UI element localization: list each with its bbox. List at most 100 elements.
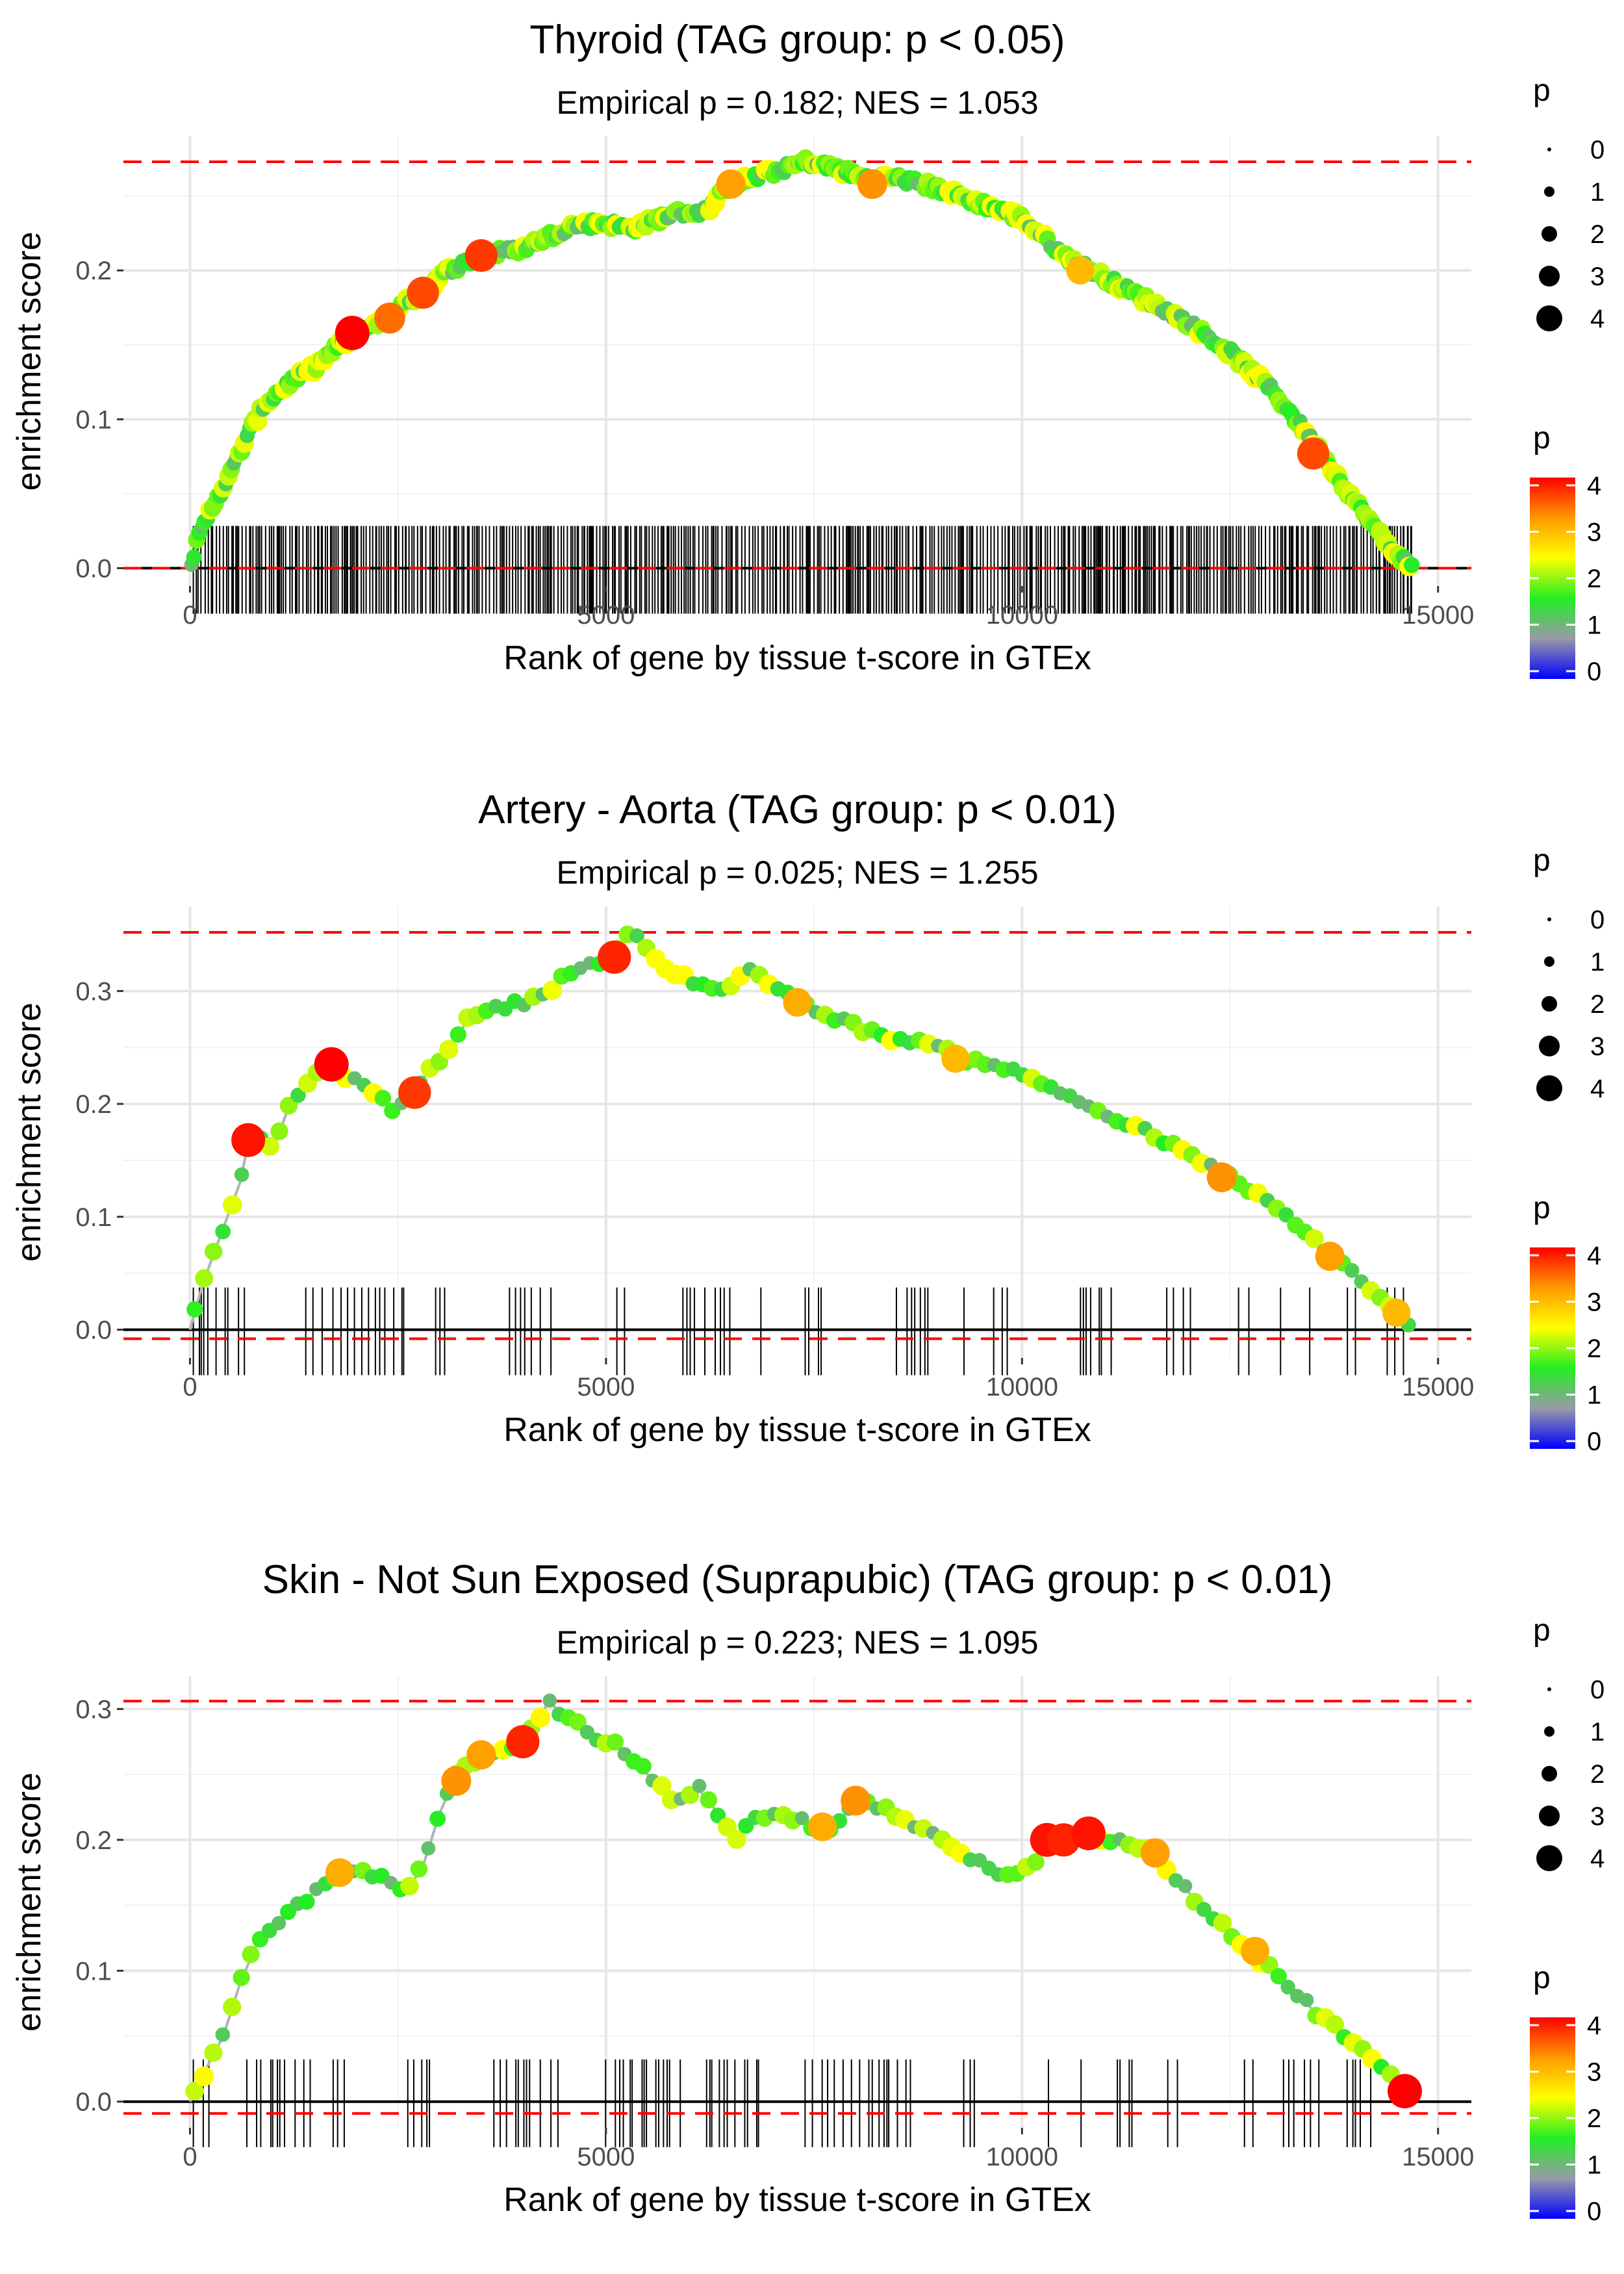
size-legend-label: 1: [1590, 178, 1605, 207]
size-legend-key: [1536, 305, 1562, 331]
size-legend-key: [1542, 996, 1557, 1012]
hit-points: [184, 149, 1420, 576]
hit-point: [374, 1090, 392, 1107]
highlight-point: [374, 302, 405, 334]
colorbar-label: 0: [1587, 658, 1601, 686]
hit-point: [1280, 1980, 1296, 1995]
x-tick-label: 5000: [577, 2143, 635, 2171]
y-tick-label: 0.0: [75, 555, 112, 583]
y-tick-label: 0.3: [75, 977, 112, 1006]
size-legend-label: 4: [1590, 305, 1605, 333]
x-tick-label: 10000: [986, 1373, 1058, 1401]
size-legend-key: [1536, 1845, 1562, 1871]
x-axis-title: Rank of gene by tissue t-score in GTEx: [503, 2181, 1091, 2219]
highlight-point: [335, 315, 370, 350]
size-legend-label: 3: [1590, 1802, 1605, 1831]
x-axis-title: Rank of gene by tissue t-score in GTEx: [503, 639, 1091, 677]
highlight-point: [1206, 1162, 1237, 1192]
chart-title: Thyroid (TAG group: p < 0.05): [529, 18, 1065, 62]
hit-point: [298, 1893, 315, 1910]
size-legend-key: [1539, 1806, 1560, 1826]
y-axis-title: enrichment score: [10, 1003, 48, 1262]
hit-point: [542, 980, 562, 1001]
hit-point: [204, 1242, 223, 1260]
chart-title: Artery - Aorta (TAG group: p < 0.01): [478, 787, 1117, 832]
hit-point: [542, 1693, 557, 1708]
gene-rug: [192, 526, 1412, 614]
hit-point: [215, 1223, 231, 1240]
hit-point: [186, 549, 202, 565]
highlight-point: [1071, 1816, 1106, 1850]
y-tick-label: 0.1: [75, 1957, 112, 1986]
highlight-point: [314, 1047, 349, 1082]
hit-point: [1213, 1913, 1232, 1933]
x-tick-label: 5000: [577, 601, 635, 630]
hit-point: [215, 2027, 231, 2042]
hit-point: [1325, 2015, 1344, 2034]
size-legend-label: 3: [1590, 262, 1605, 291]
y-tick-label: 0.0: [75, 2088, 112, 2117]
hit-point: [530, 1707, 551, 1728]
color-legend-title: p: [1533, 1191, 1551, 1225]
x-tick-label: 15000: [1402, 1373, 1474, 1401]
x-tick-label: 0: [183, 1373, 197, 1401]
size-legend-label: 4: [1590, 1075, 1605, 1103]
hit-point: [1270, 1968, 1287, 1985]
hit-point: [195, 1269, 214, 1288]
hit-point: [260, 1136, 280, 1156]
axes: 0 5000 10000 15000 0.0 0.1 0.2 0.3 Rank of gene …: [10, 977, 1474, 1449]
colorbar-label: 1: [1587, 1381, 1601, 1410]
hit-point: [270, 1122, 288, 1140]
hit-point: [700, 1791, 718, 1809]
panel-skin-not-sun-exposed: Skin - Not Sun Exposed (Suprapubic) (TAG…: [10, 1557, 1605, 2226]
axes: 0 5000 10000 15000 0.0 0.1 0.2 0.3 Rank of gene …: [10, 1695, 1474, 2219]
hit-point: [1299, 1993, 1314, 2008]
size-legend-title: p: [1533, 843, 1551, 878]
highlight-point: [407, 276, 439, 309]
highlight-point: [466, 1740, 496, 1770]
x-tick-label: 15000: [1402, 601, 1474, 630]
size-legend-key: [1542, 1766, 1557, 1782]
highlight-point: [598, 940, 631, 974]
hit-point: [400, 1876, 419, 1896]
y-tick-label: 0.2: [75, 257, 112, 285]
hit-point: [1196, 1902, 1212, 1917]
colorbar-label: 3: [1587, 1288, 1601, 1317]
x-tick-label: 10000: [986, 2143, 1058, 2171]
y-tick-label: 0.2: [75, 1826, 112, 1855]
hit-point: [692, 1778, 707, 1793]
size-legend-label: 0: [1590, 1676, 1605, 1704]
y-axis-title: enrichment score: [10, 1772, 48, 2032]
colorbar-label: 2: [1587, 2104, 1601, 2133]
hit-point: [1304, 1229, 1324, 1248]
enrichment-curve: [188, 1700, 1406, 2102]
highlight-point: [441, 1766, 472, 1796]
colorbar-label: 4: [1587, 2012, 1601, 2040]
size-legend-label: 0: [1590, 136, 1605, 164]
highlight-point: [716, 169, 746, 199]
hit-point: [1026, 1853, 1045, 1871]
colorbar-label: 1: [1587, 611, 1601, 640]
hit-point: [186, 1301, 203, 1318]
hit-point: [606, 1733, 624, 1751]
colorbar-label: 3: [1587, 2058, 1601, 2087]
chart-subtitle: Empirical p = 0.025; NES = 1.255: [556, 854, 1038, 891]
size-legend-label: 2: [1590, 1760, 1605, 1789]
hit-point: [1278, 1207, 1294, 1223]
color-legend: p 0 1 2 3 4: [1530, 421, 1601, 686]
highlight-point: [464, 239, 498, 272]
gene-rug: [192, 2059, 1372, 2147]
hit-point: [629, 928, 644, 943]
color-legend-title: p: [1533, 1961, 1551, 1995]
grid: [123, 906, 1471, 1358]
x-tick-label: 10000: [986, 601, 1058, 630]
colorbar-label: 1: [1587, 2151, 1601, 2180]
hit-point: [1344, 1263, 1360, 1278]
x-tick-label: 0: [183, 601, 197, 630]
size-legend-label: 0: [1590, 906, 1605, 934]
hit-point: [222, 1195, 242, 1215]
hit-point: [185, 2082, 205, 2101]
colorbar-label: 0: [1587, 2197, 1601, 2226]
y-axis-title: enrichment score: [10, 232, 48, 491]
hit-point: [429, 1810, 446, 1827]
